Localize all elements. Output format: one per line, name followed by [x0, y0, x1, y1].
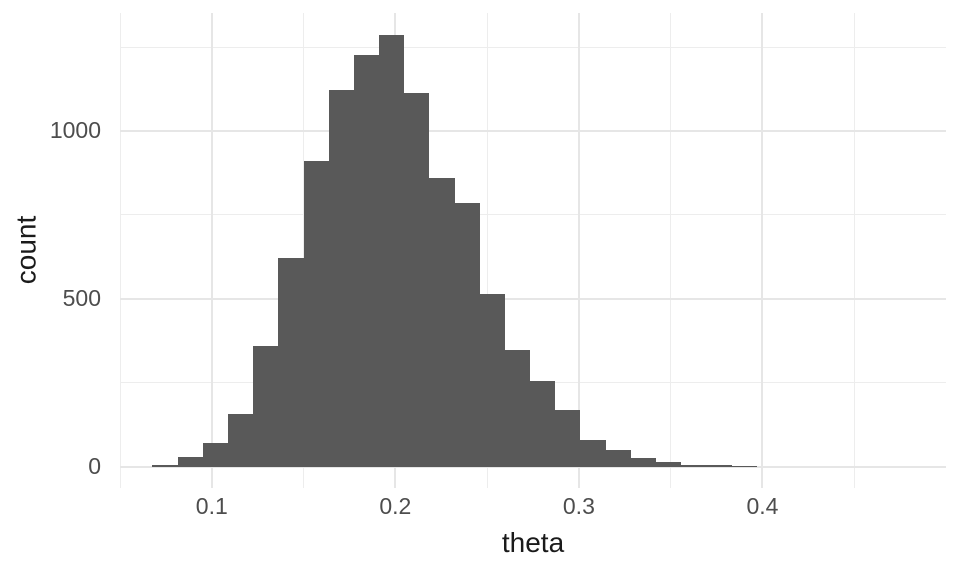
histogram-bar — [530, 380, 556, 467]
histogram-bar — [379, 35, 405, 467]
histogram-bar — [278, 257, 304, 467]
y-tick-label: 1000 — [49, 116, 101, 143]
histogram-bar — [303, 160, 329, 467]
gridline-minor-horizontal — [120, 46, 946, 48]
x-tick-label: 0.3 — [562, 493, 595, 519]
histogram-bar — [731, 465, 757, 467]
gridline-minor-vertical — [119, 13, 121, 488]
y-tick-label: 500 — [62, 284, 101, 311]
histogram-bar — [177, 457, 203, 467]
y-axis-title: count — [10, 215, 42, 285]
y-tick-label: 0 — [88, 452, 101, 479]
histogram-bar — [655, 462, 682, 467]
gridline-minor-vertical — [853, 13, 855, 488]
x-tick-label: 0.2 — [379, 493, 412, 519]
histogram-bar — [681, 464, 707, 467]
histogram-bar — [479, 293, 505, 467]
histogram-bar — [580, 439, 606, 467]
histogram-bar — [353, 55, 380, 467]
gridline-major-horizontal — [120, 297, 946, 300]
histogram-bar — [202, 442, 228, 467]
histogram-bar — [152, 464, 178, 467]
gridline-minor-vertical — [670, 13, 672, 488]
histogram-bar — [504, 349, 531, 467]
histogram-bar — [706, 464, 732, 467]
histogram-bar — [429, 178, 455, 467]
gridline-major-horizontal — [120, 130, 946, 133]
gridline-minor-horizontal — [120, 214, 946, 216]
histogram-bar — [605, 450, 631, 467]
gridline-major-vertical — [761, 13, 764, 488]
gridline-major-horizontal — [120, 465, 946, 468]
histogram-bar — [328, 90, 354, 467]
x-tick-label: 0.4 — [746, 493, 779, 519]
x-tick-label: 0.1 — [195, 493, 228, 519]
histogram-bar — [404, 93, 430, 467]
gridline-major-vertical — [577, 13, 580, 488]
histogram-bar — [228, 413, 254, 467]
histogram-bar — [253, 345, 279, 467]
histogram-bar — [630, 457, 656, 467]
histogram-bar — [454, 202, 480, 467]
x-axis-title: theta — [501, 527, 565, 558]
gridline-minor-vertical — [486, 13, 488, 488]
histogram-bar — [555, 409, 581, 467]
gridline-major-vertical — [210, 13, 213, 488]
